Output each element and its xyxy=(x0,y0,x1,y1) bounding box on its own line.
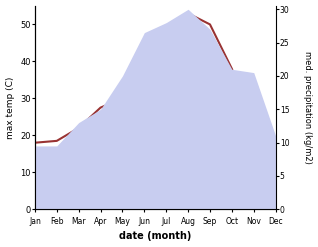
Y-axis label: med. precipitation (kg/m2): med. precipitation (kg/m2) xyxy=(303,51,313,164)
X-axis label: date (month): date (month) xyxy=(119,231,191,242)
Y-axis label: max temp (C): max temp (C) xyxy=(5,76,15,139)
